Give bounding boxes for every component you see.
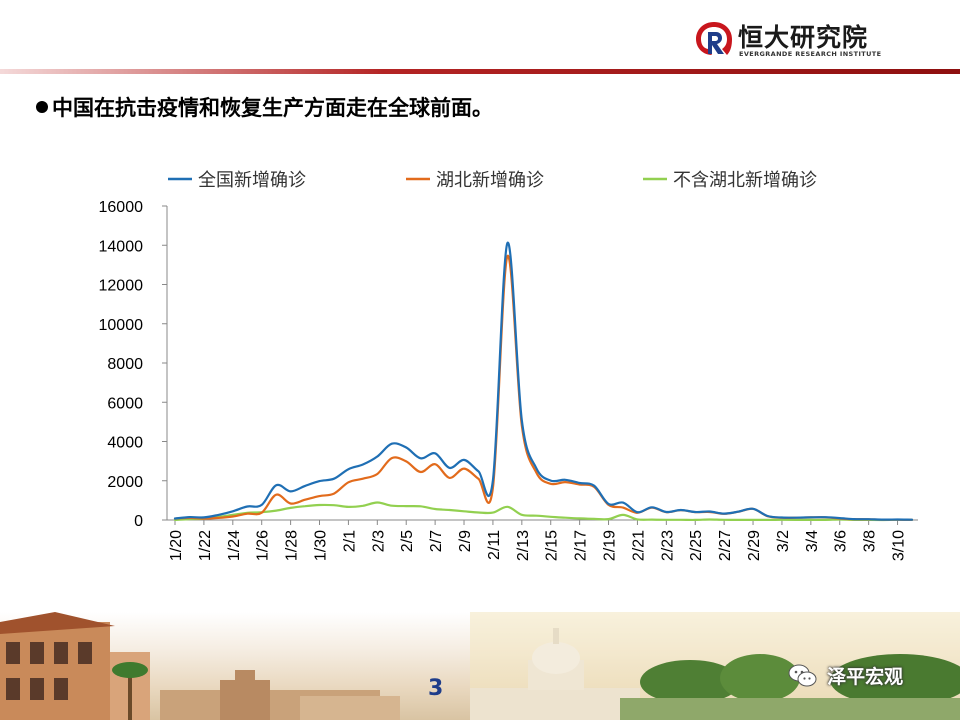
x-tick-label: 2/25 — [688, 530, 705, 561]
wechat-watermark: 泽平宏观 — [788, 662, 903, 692]
legend-item: 全国新增确诊 — [168, 170, 306, 191]
x-tick-label: 1/24 — [226, 530, 243, 561]
x-tick-label: 2/23 — [659, 530, 676, 561]
logo-english-name: EVERGRANDE RESEARCH INSTITUTE — [739, 50, 882, 58]
plot-area — [173, 241, 914, 522]
bullet-icon — [36, 101, 48, 113]
x-tick-label: 2/17 — [573, 530, 590, 561]
legend-label: 全国新增确诊 — [198, 170, 306, 191]
y-tick-label: 8000 — [107, 356, 143, 373]
header-divider — [0, 69, 960, 74]
y-tick-label: 16000 — [99, 199, 144, 216]
legend-item: 不含湖北新增确诊 — [643, 170, 817, 191]
x-axis: 1/20 1/22 1/24 1/26 1/28 1/30 2/1 2/3 2/5 2/7 2/9 2… — [167, 519, 918, 561]
x-tick-label: 2/11 — [486, 530, 503, 560]
wechat-icon — [788, 664, 817, 686]
x-tick-label: 1/22 — [197, 530, 214, 561]
x-tick-label: 1/26 — [255, 530, 272, 561]
x-tick-label: 3/4 — [804, 530, 821, 552]
line-chart: 全国新增确诊 湖北新增确诊 不含湖北新增确诊 0 2000 4000 6000 8000 10… — [99, 170, 918, 561]
page-number: 3 — [428, 676, 444, 701]
x-tick-label: 2/9 — [457, 530, 474, 552]
logo-name: 恒大研究院 — [738, 23, 869, 52]
y-axis: 0 2000 4000 6000 8000 10000 12000 14000 16000 — [99, 199, 168, 530]
y-tick-label: 4000 — [107, 435, 143, 452]
x-tick-label: 1/30 — [313, 530, 330, 561]
x-tick-label: 2/1 — [341, 530, 358, 552]
x-tick-label: 3/10 — [891, 530, 908, 561]
x-tick-label: 2/3 — [370, 530, 387, 552]
x-tick-label: 2/19 — [602, 530, 619, 561]
series-line-3 — [173, 501, 914, 522]
x-tick-label: 3/2 — [775, 530, 792, 552]
y-tick-label: 2000 — [107, 474, 143, 491]
x-tick-label: 1/28 — [284, 530, 301, 561]
x-tick-label: 3/6 — [833, 530, 850, 552]
x-tick-label: 2/15 — [544, 530, 561, 561]
evergrande-logo-icon — [696, 22, 732, 55]
y-tick-label: 14000 — [99, 238, 144, 255]
x-tick-label: 2/5 — [399, 530, 416, 552]
series-line-2 — [173, 255, 914, 521]
x-tick-label: 1/20 — [168, 530, 185, 561]
footer-banner — [0, 612, 960, 720]
x-tick-label: 2/29 — [746, 530, 763, 561]
y-tick-label: 6000 — [107, 395, 143, 412]
y-tick-label: 10000 — [99, 317, 144, 334]
y-tick-label: 0 — [134, 513, 143, 530]
company-logo: 恒大研究院 EVERGRANDE RESEARCH INSTITUTE — [694, 18, 884, 62]
chart-legend: 全国新增确诊 湖北新增确诊 不含湖北新增确诊 — [168, 170, 817, 191]
x-tick-label: 2/27 — [717, 530, 734, 561]
series-line-1 — [173, 241, 914, 521]
legend-item: 湖北新增确诊 — [406, 170, 544, 191]
x-tick-label: 2/7 — [428, 530, 445, 552]
x-tick-label: 3/8 — [862, 530, 879, 552]
headline-text: 中国在抗击疫情和恢复生产方面走在全球前面。 — [52, 96, 493, 120]
legend-label: 湖北新增确诊 — [436, 170, 544, 191]
x-tick-label: 2/21 — [630, 530, 647, 561]
legend-label: 不含湖北新增确诊 — [673, 170, 817, 191]
slide-headline: 中国在抗击疫情和恢复生产方面走在全球前面。 — [36, 92, 493, 122]
x-tick-label: 2/13 — [515, 530, 532, 561]
y-tick-label: 12000 — [99, 278, 144, 295]
wechat-label: 泽平宏观 — [827, 666, 904, 688]
footer-illustration — [0, 612, 960, 720]
